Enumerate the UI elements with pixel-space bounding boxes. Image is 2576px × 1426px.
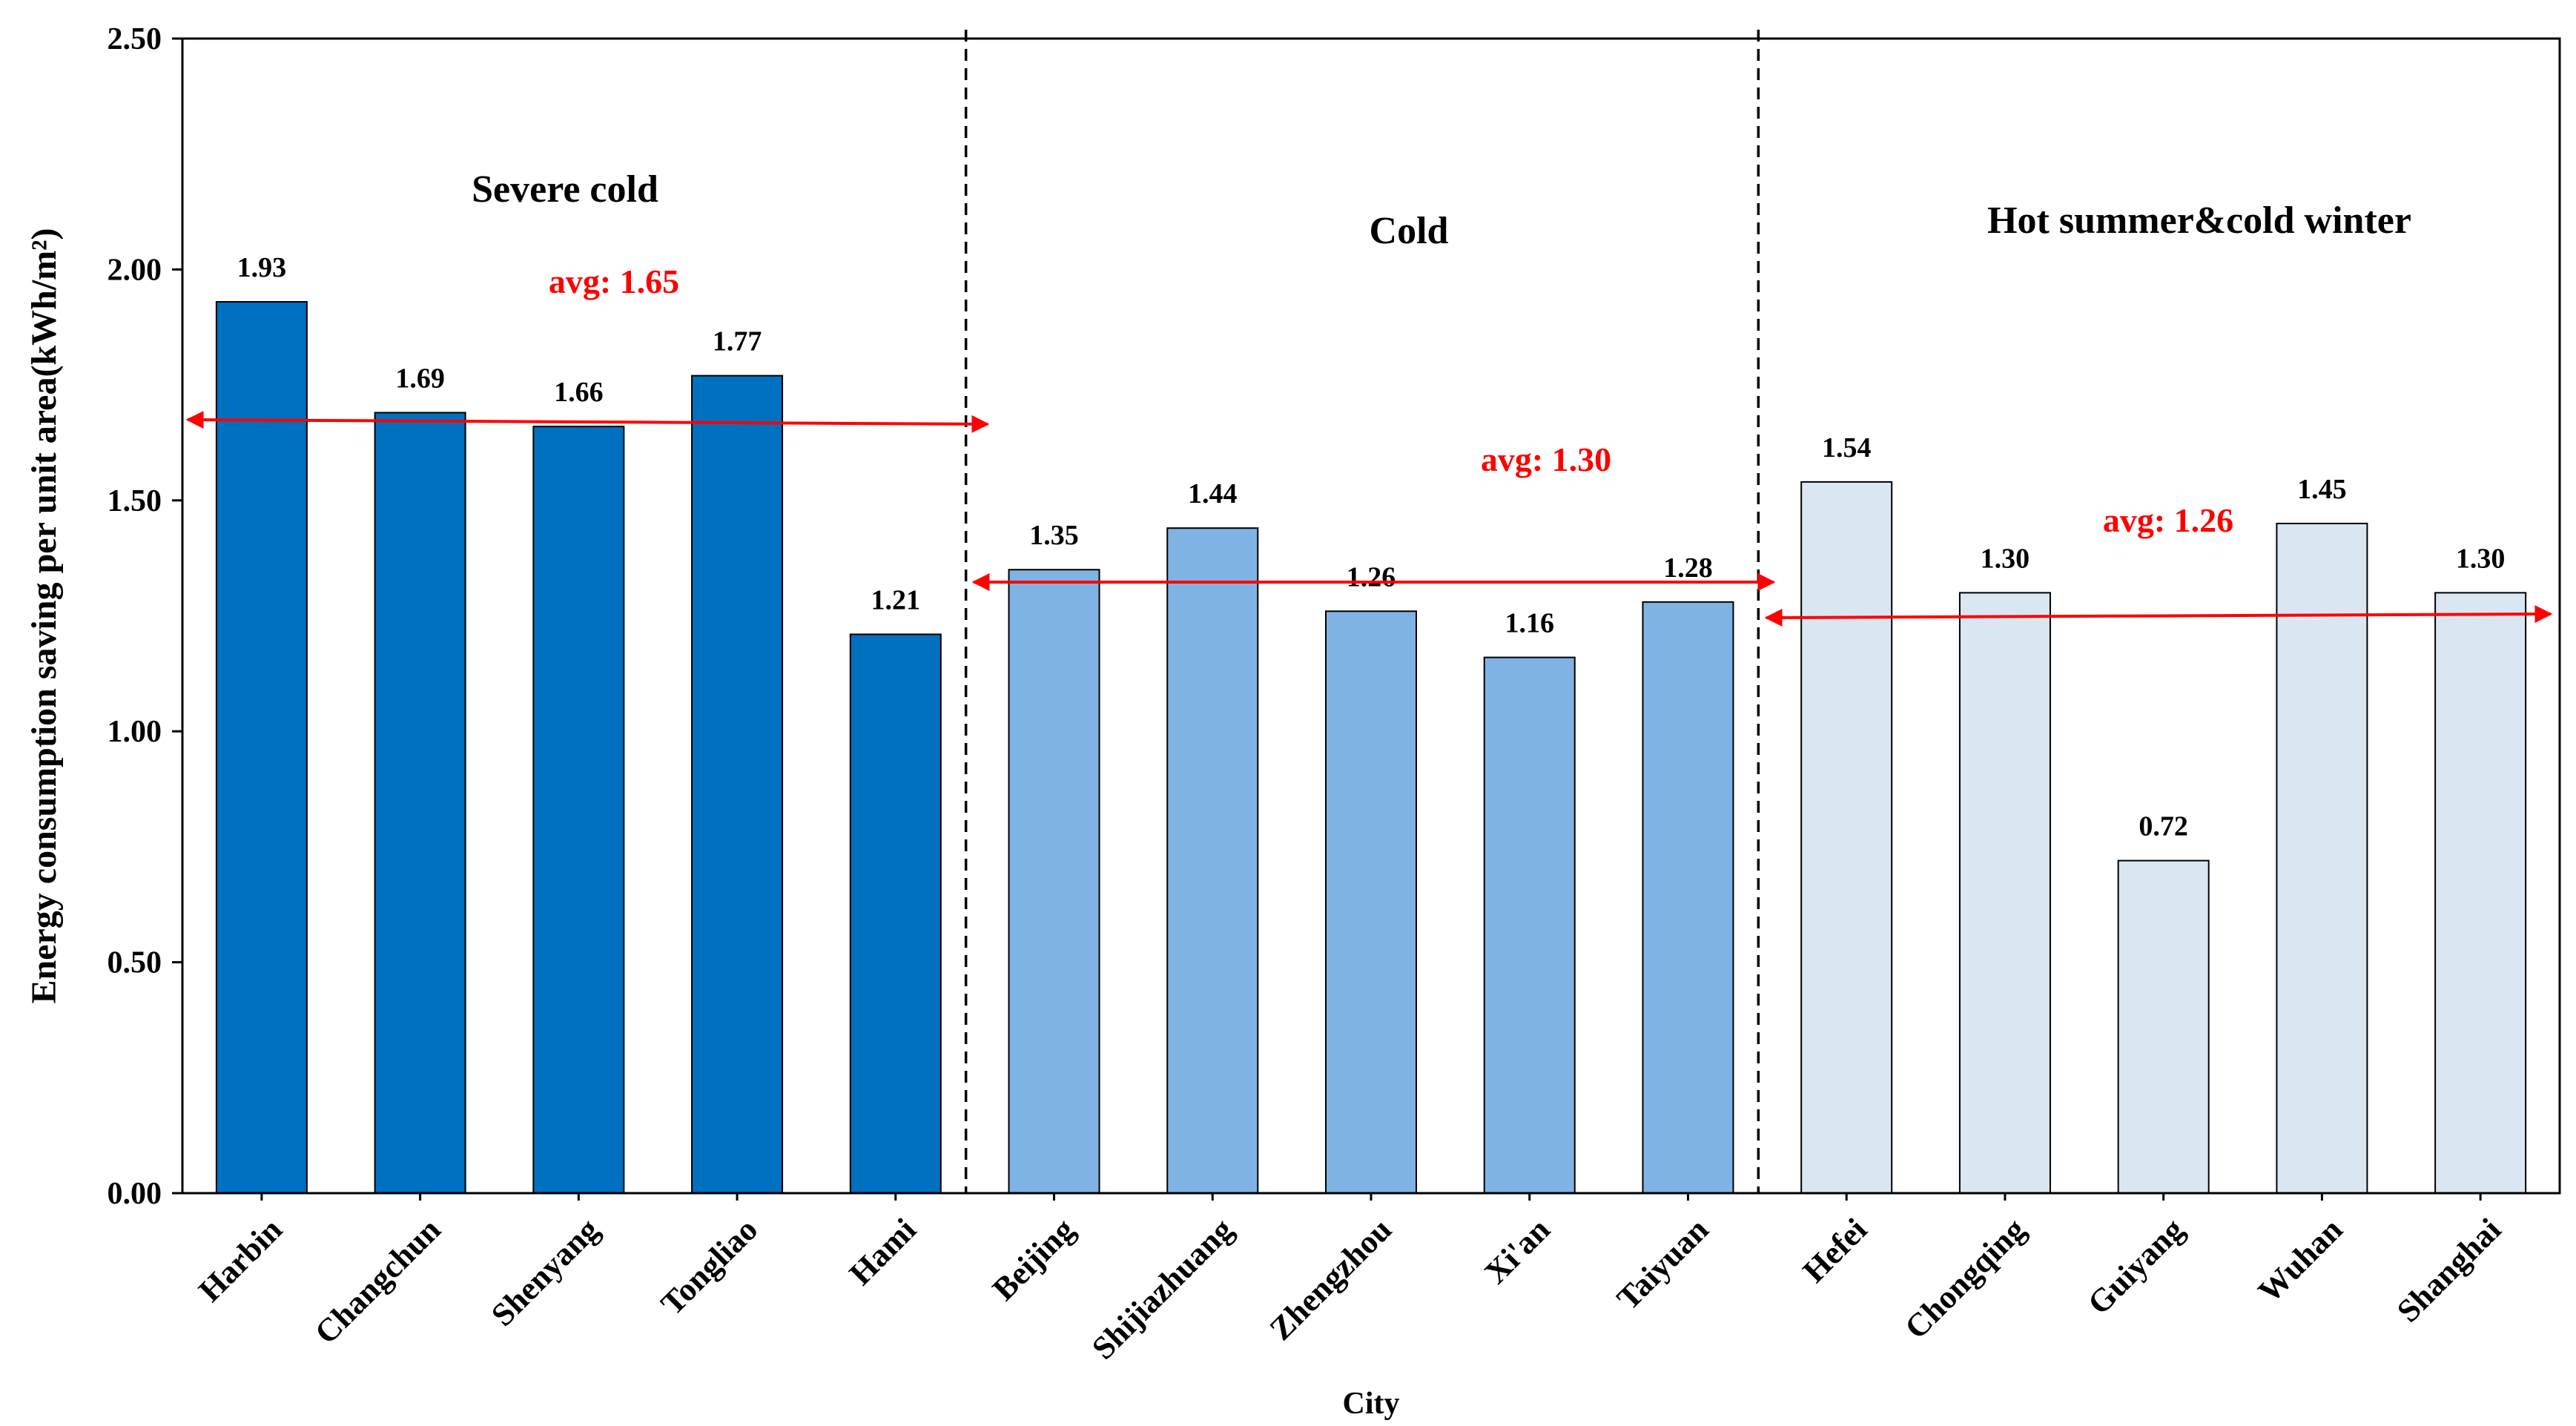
bar-value-label: 1.16	[1505, 608, 1554, 639]
zone-title: Hot summer&cold winter	[1987, 199, 2411, 242]
y-tick-label: 2.50	[108, 22, 162, 56]
avg-line	[185, 411, 990, 433]
bar	[1325, 610, 1417, 1194]
x-tick-label: Chongqing	[1898, 1211, 2032, 1346]
x-tick-label: Hami	[842, 1211, 923, 1292]
y-axis-title: Energy consumption saving per unit area(…	[24, 228, 64, 1003]
x-tick-label: Shenyang	[484, 1211, 606, 1333]
bar	[374, 412, 466, 1194]
bar-value-label: 1.30	[1981, 543, 2030, 574]
y-tick-label: 1.50	[108, 484, 162, 518]
x-tick-label: Taiyuan	[1610, 1211, 1715, 1316]
bar-value-label: 1.28	[1663, 552, 1713, 584]
bar-value-label: 1.54	[1822, 432, 1872, 463]
zone-title: Cold	[1370, 210, 1449, 252]
bar	[532, 426, 625, 1194]
bar	[1166, 527, 1259, 1194]
bar-value-label: 1.69	[395, 363, 445, 394]
bar-value-label: 1.77	[713, 326, 762, 357]
x-tick-label: Wuhan	[2251, 1211, 2350, 1310]
bar	[1800, 481, 1893, 1194]
bar-value-label: 1.66	[554, 377, 604, 408]
y-tick-label: 2.00	[108, 253, 162, 287]
x-tick-label: Tongliao	[654, 1211, 764, 1321]
bar-value-label: 1.21	[871, 584, 921, 615]
bar	[1483, 656, 1576, 1194]
bar-value-label: 0.72	[2139, 811, 2188, 842]
bar	[2434, 592, 2527, 1194]
bar	[1958, 592, 2051, 1194]
x-tick-label: Changchun	[308, 1211, 448, 1351]
x-axis-title: City	[1343, 1387, 1400, 1421]
x-tick-label: Beijing	[985, 1211, 1082, 1307]
bar-value-label: 1.26	[1347, 561, 1396, 592]
avg-layer: avg: 1.65 avg: 1.30 avg: 1.26	[185, 263, 2553, 627]
y-tick-label: 0.50	[108, 946, 162, 980]
bar	[1008, 569, 1100, 1194]
x-tick-label: Guiyang	[2081, 1211, 2191, 1321]
bar-value-label: 1.93	[237, 252, 287, 283]
avg-label: avg: 1.26	[2103, 501, 2233, 539]
bar-value-label: 1.35	[1029, 520, 1079, 551]
x-tick-label: Shijiazhuang	[1085, 1211, 1240, 1366]
bar	[2276, 522, 2368, 1194]
zone-title: Severe cold	[472, 168, 658, 211]
x-tick-label: Shanghai	[2390, 1211, 2508, 1329]
bar-value-label: 1.30	[2456, 543, 2506, 574]
avg-line	[1764, 605, 2553, 627]
bar	[2117, 859, 2210, 1194]
y-tick-label: 1.00	[108, 715, 162, 749]
x-tick-label: Xi'an	[1478, 1211, 1557, 1290]
x-tick-label: Harbin	[191, 1211, 288, 1308]
x-tick-label: Zhengzhou	[1263, 1211, 1398, 1347]
axis-layer	[172, 30, 2561, 1201]
bar	[215, 300, 308, 1195]
bar	[1642, 601, 1734, 1194]
avg-label: avg: 1.30	[1481, 440, 1611, 478]
bar-value-label: 1.45	[2297, 474, 2347, 505]
bar	[691, 374, 784, 1194]
bar-value-label: 1.44	[1188, 478, 1238, 509]
bar-layer	[215, 300, 2527, 1195]
x-tick-label: Hefei	[1796, 1211, 1874, 1289]
avg-label: avg: 1.65	[549, 263, 679, 300]
y-tick-label: 0.00	[108, 1177, 162, 1211]
bar	[849, 633, 942, 1194]
